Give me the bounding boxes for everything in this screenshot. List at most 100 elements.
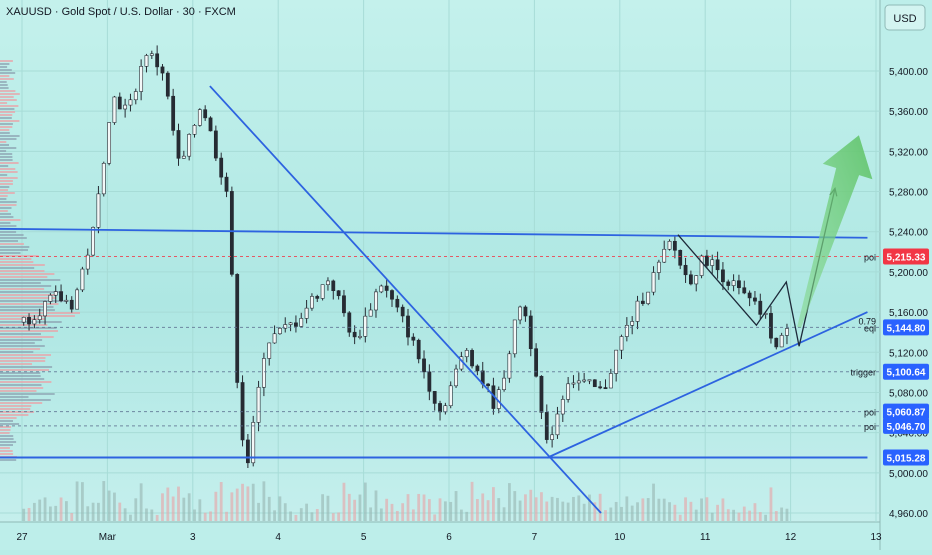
volume-profile-bar xyxy=(0,300,66,302)
volume-bar xyxy=(577,495,581,521)
volume-profile-bar xyxy=(0,381,52,383)
candle-down xyxy=(726,281,731,286)
candle-up xyxy=(566,383,571,400)
currency-button-label[interactable]: USD xyxy=(893,13,916,25)
volume-profile-bar xyxy=(0,375,41,377)
volume-profile-bar xyxy=(0,180,13,182)
trendline-drawings[interactable] xyxy=(0,85,873,514)
resistance-line[interactable] xyxy=(0,227,868,239)
candle-up xyxy=(32,319,37,325)
volume-profile-bar xyxy=(0,453,14,455)
volume-bar xyxy=(193,509,196,521)
volume-profile-bar xyxy=(0,153,13,155)
volume-bar xyxy=(305,503,308,521)
candle-down xyxy=(715,259,720,271)
descending-trendline[interactable] xyxy=(209,85,602,514)
volume-bar xyxy=(550,496,554,521)
currency-button[interactable]: USD xyxy=(884,4,926,31)
candle-up xyxy=(310,296,314,309)
candle-down xyxy=(475,365,480,372)
candle-down xyxy=(294,322,298,327)
volume-profile-bar xyxy=(0,351,34,353)
volume-bar xyxy=(363,482,367,521)
candle-up xyxy=(785,328,789,336)
chart-title: XAUUSD · Gold Spot / U.S. Dollar · 30 · … xyxy=(6,6,236,18)
candle-down xyxy=(69,299,74,310)
volume-bar xyxy=(385,498,389,521)
volume-bar xyxy=(449,501,453,521)
volume-profile-bar xyxy=(0,393,55,395)
price-tick-label: 5,000.00 xyxy=(889,469,928,480)
price-tick-label: 5,160.00 xyxy=(889,308,928,319)
level-tag: trigger xyxy=(850,368,876,378)
candle-down xyxy=(229,191,234,275)
volume-profile-bar xyxy=(0,171,18,173)
volume-profile-bar xyxy=(0,420,13,422)
candle-up xyxy=(91,227,95,256)
volume-profile-bar xyxy=(0,117,12,119)
candle-up xyxy=(667,240,672,250)
volume-profile-bar xyxy=(0,396,29,398)
volume-profile-bar xyxy=(0,192,15,194)
candle-down xyxy=(155,53,160,68)
price-tick-label: 5,400.00 xyxy=(889,67,928,78)
volume-profile-bar xyxy=(0,144,9,146)
volume-bar xyxy=(32,502,36,521)
candle-up xyxy=(267,342,272,359)
candle-up xyxy=(448,385,453,407)
time-axis-ticks: 27 Mar 3 4 5 6 7 10 11 12 13 xyxy=(16,532,882,543)
volume-bar xyxy=(337,512,341,521)
price-label-box xyxy=(883,449,929,466)
candle-up xyxy=(75,289,79,310)
bullish-projection-arrow[interactable] xyxy=(797,135,873,328)
volume-profile-bar xyxy=(0,69,12,71)
volume-profile-bar xyxy=(0,303,59,305)
volume-profile-bar xyxy=(0,357,46,359)
candle-down xyxy=(336,290,341,297)
volume-bar xyxy=(492,487,495,521)
volume-profile-bar xyxy=(0,123,13,125)
volume-bar xyxy=(97,502,100,521)
candle-down xyxy=(395,298,400,308)
time-tick-label: 6 xyxy=(446,532,452,543)
candle-up xyxy=(64,299,69,302)
candle-down xyxy=(769,313,773,339)
volume-bar xyxy=(379,508,383,521)
price-tick-label: 5,200.00 xyxy=(889,268,928,279)
volume-profile-bar xyxy=(0,429,11,431)
volume-bar xyxy=(91,502,95,521)
volume-profile-bar xyxy=(0,87,9,89)
candle-up xyxy=(464,350,469,358)
volume-bar xyxy=(342,482,346,521)
volume-bar xyxy=(524,494,527,521)
volume-profile-bar xyxy=(0,60,13,62)
ascending-trendline[interactable] xyxy=(546,311,868,459)
candle-up xyxy=(326,280,330,285)
volume-profile xyxy=(0,60,80,461)
volume-bar xyxy=(753,503,757,521)
volume-bar xyxy=(70,513,74,521)
volume-bar xyxy=(630,505,634,521)
volume-bar xyxy=(417,493,421,521)
volume-bar xyxy=(652,483,655,521)
candle-up xyxy=(502,377,506,391)
volume-bar xyxy=(593,502,597,521)
candle-down xyxy=(747,292,752,299)
candle-up xyxy=(582,379,587,382)
volume-profile-bar xyxy=(0,387,44,389)
volume-bar xyxy=(267,496,271,521)
candle-down xyxy=(438,403,442,413)
volume-bar xyxy=(662,498,666,521)
candle-up xyxy=(368,309,373,317)
candle-up xyxy=(278,327,282,335)
level-tag: poi xyxy=(864,253,876,263)
volume-bar xyxy=(177,486,180,521)
volume-profile-bar xyxy=(0,435,14,437)
volume-profile-bar xyxy=(0,105,19,107)
volume-bar xyxy=(214,491,218,521)
volume-bar xyxy=(411,509,415,521)
candle-down xyxy=(640,300,645,304)
candle-down xyxy=(742,287,747,294)
